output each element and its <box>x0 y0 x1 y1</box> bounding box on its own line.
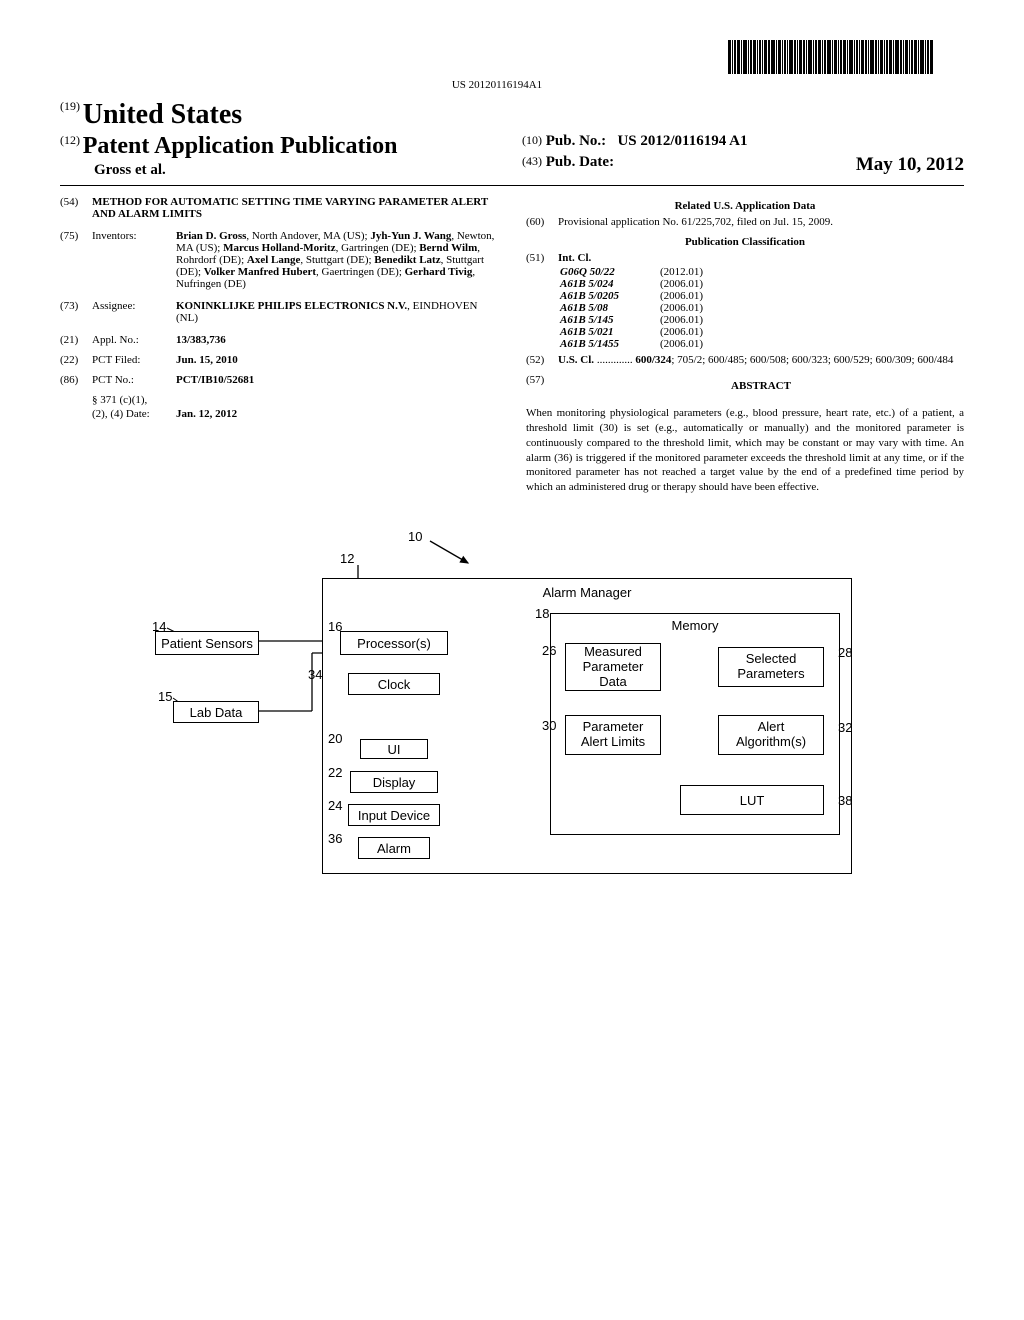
pubdate: May 10, 2012 <box>856 154 964 176</box>
clock-label: Clock <box>378 677 411 692</box>
pubclass-heading: Publication Classification <box>526 236 964 248</box>
prefix-12: (12) <box>60 133 80 147</box>
lut-box: LUT <box>680 785 824 815</box>
param-limits-box: Parameter Alert Limits <box>565 715 661 755</box>
lut-label: LUT <box>740 793 765 808</box>
pctfiled-label: PCT Filed: <box>92 354 176 366</box>
assignee-code: (73) <box>60 300 92 312</box>
barcode-area: US 20120116194A1 <box>60 40 964 91</box>
prov-code: (60) <box>526 216 558 228</box>
lbl-30: 30 <box>542 718 556 733</box>
alert-algo-box: Alert Algorithm(s) <box>718 715 824 755</box>
uscl-text: ............. 600/324; 705/2; 600/485; 6… <box>594 354 953 366</box>
selected-params-label: Selected Parameters <box>723 652 819 682</box>
title-code: (54) <box>60 196 92 208</box>
country-title: United States <box>83 99 242 130</box>
input-device-box: Input Device <box>348 804 440 826</box>
patient-sensors-label: Patient Sensors <box>161 636 253 651</box>
display-box: Display <box>350 771 438 793</box>
pubno-label: Pub. No.: <box>546 133 606 149</box>
prov-text: Provisional application No. 61/225,702, … <box>558 216 964 228</box>
lbl-32: 32 <box>838 720 852 735</box>
pctfiled-code: (22) <box>60 354 92 366</box>
body-columns: (54) METHOD FOR AUTOMATIC SETTING TIME V… <box>60 196 964 495</box>
uscl-label: U.S. Cl. <box>558 354 594 366</box>
intcl-code: (51) <box>526 252 558 264</box>
pubdate-label: Pub. Date: <box>546 154 614 170</box>
pctno-label: PCT No.: <box>92 374 176 386</box>
leader-12: 12 <box>340 551 354 566</box>
uscl-value: U.S. Cl. ............. 600/324; 705/2; 6… <box>558 354 964 366</box>
right-column: Related U.S. Application Data (60) Provi… <box>526 196 964 495</box>
barcode-text: US 20120116194A1 <box>60 79 934 91</box>
s371-a: § 371 (c)(1), <box>92 394 176 406</box>
lbl-26: 26 <box>542 643 556 658</box>
applno: 13/383,736 <box>176 334 498 346</box>
applno-code: (21) <box>60 334 92 346</box>
assignee-name: KONINKLIJKE PHILIPS ELECTRONICS N.V. <box>176 300 407 312</box>
abstract-label: ABSTRACT <box>558 380 964 392</box>
lbl-36: 36 <box>328 831 342 846</box>
lbl-22: 22 <box>328 765 342 780</box>
intcl-label: Int. Cl. <box>558 252 964 264</box>
prefix-19: (19) <box>60 99 80 113</box>
lbl-28: 28 <box>838 645 852 660</box>
lbl-24: 24 <box>328 798 342 813</box>
clock-box: Clock <box>348 673 440 695</box>
ui-label: UI <box>388 742 401 757</box>
patient-sensors-box: Patient Sensors <box>155 631 259 655</box>
measured-param-label: Measured Parameter Data <box>570 645 656 690</box>
barcode-graphic <box>728 40 934 77</box>
memory-label: Memory <box>551 618 839 633</box>
selected-params-box: Selected Parameters <box>718 647 824 687</box>
display-label: Display <box>373 775 416 790</box>
inventors-label: Inventors: <box>92 230 176 242</box>
processors-box: Processor(s) <box>340 631 448 655</box>
invention-title: METHOD FOR AUTOMATIC SETTING TIME VARYIN… <box>92 196 498 220</box>
pctno-code: (86) <box>60 374 92 386</box>
block-diagram: 10 12 Alarm Manager 14 Patient Sensors 1… <box>60 523 964 943</box>
authors-line: Gross et al. <box>94 162 502 179</box>
s371-b: (2), (4) Date: <box>92 408 176 420</box>
prefix-43: (43) <box>522 154 542 168</box>
lbl-18: 18 <box>535 606 549 621</box>
alarm-label: Alarm <box>377 841 411 856</box>
inventors-code: (75) <box>60 230 92 242</box>
alert-algo-label: Alert Algorithm(s) <box>723 720 819 750</box>
lbl-34: 34 <box>308 667 322 682</box>
pctno: PCT/IB10/52681 <box>176 374 498 386</box>
leader-10: 10 <box>408 529 422 544</box>
assignee-label: Assignee: <box>92 300 176 312</box>
lab-data-box: Lab Data <box>173 701 259 723</box>
lbl-20: 20 <box>328 731 342 746</box>
lbl-38: 38 <box>838 793 852 808</box>
related-heading: Related U.S. Application Data <box>526 200 964 212</box>
input-device-label: Input Device <box>358 808 430 823</box>
lbl-15: 15 <box>158 689 172 704</box>
prefix-10: (10) <box>522 133 542 147</box>
applno-label: Appl. No.: <box>92 334 176 346</box>
lab-data-label: Lab Data <box>190 705 243 720</box>
ipc-list: G06Q 50/22(2012.01)A61B 5/024(2006.01)A6… <box>560 266 964 350</box>
s371-date: Jan. 12, 2012 <box>176 408 498 420</box>
pub-type: Patent Application Publication <box>83 133 398 159</box>
pctfiled: Jun. 15, 2010 <box>176 354 498 366</box>
left-column: (54) METHOD FOR AUTOMATIC SETTING TIME V… <box>60 196 498 495</box>
header: (19) United States (12) Patent Applicati… <box>60 99 964 179</box>
abstract-code: (57) <box>526 374 558 386</box>
alarm-box: Alarm <box>358 837 430 859</box>
param-limits-label: Parameter Alert Limits <box>570 720 656 750</box>
separator <box>60 185 964 186</box>
pubno: US 2012/0116194 A1 <box>617 133 747 149</box>
processors-label: Processor(s) <box>357 636 431 651</box>
ui-box: UI <box>360 739 428 759</box>
alarm-manager-label: Alarm Manager <box>323 585 851 600</box>
measured-param-box: Measured Parameter Data <box>565 643 661 691</box>
inventors-list: Brian D. Gross, North Andover, MA (US); … <box>176 230 498 290</box>
abstract-text: When monitoring physiological parameters… <box>526 406 964 495</box>
uscl-code: (52) <box>526 354 558 366</box>
assignee-value: KONINKLIJKE PHILIPS ELECTRONICS N.V., EI… <box>176 300 498 324</box>
